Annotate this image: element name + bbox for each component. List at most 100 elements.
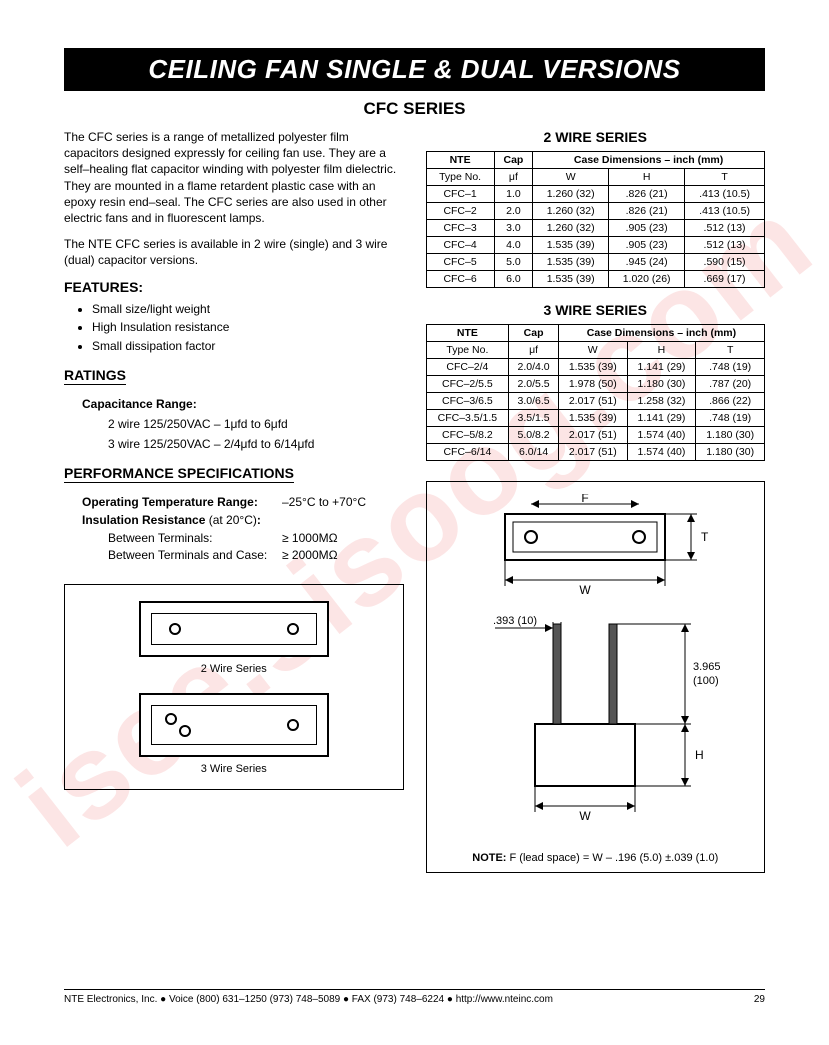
table-cell: CFC–4 xyxy=(426,237,494,254)
series-figure-box: 2 Wire Series 3 Wire Series xyxy=(64,584,404,790)
table-cell: 1.535 (39) xyxy=(558,359,627,376)
dimension-diagram-box: F T W xyxy=(426,481,766,873)
ratings-heading: RATINGS xyxy=(64,367,126,385)
table-2wire-title: 2 WIRE SERIES xyxy=(426,129,766,145)
th-h: H xyxy=(627,342,696,359)
th-cap: Cap xyxy=(509,325,559,342)
features-heading: FEATURES: xyxy=(64,279,404,295)
table-cell: 2.017 (51) xyxy=(558,427,627,444)
table-cell: 1.260 (32) xyxy=(533,203,609,220)
th-type-no: Type No. xyxy=(426,342,509,359)
table-cell: 2.017 (51) xyxy=(558,444,627,461)
table-cell: .669 (17) xyxy=(685,271,765,288)
th-w: W xyxy=(533,169,609,186)
cap-range-3wire: 3 wire 125/250VAC – 2/4μfd to 6/14μfd xyxy=(108,437,404,451)
table-2wire: NTE Cap Case Dimensions – inch (mm) Type… xyxy=(426,151,766,288)
table-cell: 1.535 (39) xyxy=(533,237,609,254)
insul-terminals-value: ≥ 1000MΩ xyxy=(282,531,338,545)
svg-text:H: H xyxy=(695,748,704,762)
table-cell: .748 (19) xyxy=(696,410,765,427)
table-row: CFC–3/6.53.0/6.52.017 (51)1.258 (32).866… xyxy=(426,393,765,410)
right-column: 2 WIRE SERIES NTE Cap Case Dimensions – … xyxy=(426,129,766,873)
table-row: CFC–22.01.260 (32).826 (21).413 (10.5) xyxy=(426,203,765,220)
cap-range-2wire: 2 wire 125/250VAC – 1μfd to 6μfd xyxy=(108,417,404,431)
th-h: H xyxy=(609,169,685,186)
page-subtitle: CFC SERIES xyxy=(64,99,765,119)
table-cell: 2.0/4.0 xyxy=(509,359,559,376)
table-cell: 1.180 (30) xyxy=(696,427,765,444)
table-cell: CFC–5 xyxy=(426,254,494,271)
table-3wire-title: 3 WIRE SERIES xyxy=(426,302,766,318)
table-row: CFC–44.01.535 (39).905 (23).512 (13) xyxy=(426,237,765,254)
table-cell: .826 (21) xyxy=(609,203,685,220)
th-nte: NTE xyxy=(426,152,494,169)
table-cell: CFC–2/4 xyxy=(426,359,509,376)
table-cell: 2.0 xyxy=(494,203,533,220)
table-row: CFC–6/146.0/142.017 (51)1.574 (40)1.180 … xyxy=(426,444,765,461)
intro-paragraph-1: The CFC series is a range of metallized … xyxy=(64,129,404,226)
table-row: CFC–2/42.0/4.01.535 (39)1.141 (29).748 (… xyxy=(426,359,765,376)
th-dimensions: Case Dimensions – inch (mm) xyxy=(558,325,764,342)
table-cell: 2.0/5.5 xyxy=(509,376,559,393)
fig-3wire-label: 3 Wire Series xyxy=(65,763,403,775)
th-uf: μf xyxy=(509,342,559,359)
table-cell: .413 (10.5) xyxy=(685,186,765,203)
table-cell: .905 (23) xyxy=(609,220,685,237)
capacitor-3wire-drawing xyxy=(139,693,329,757)
table-cell: .945 (24) xyxy=(609,254,685,271)
table-cell: CFC–3/6.5 xyxy=(426,393,509,410)
table-cell: 3.5/1.5 xyxy=(509,410,559,427)
left-column: The CFC series is a range of metallized … xyxy=(64,129,404,873)
table-cell: 1.0 xyxy=(494,186,533,203)
table-row: CFC–5/8.25.0/8.22.017 (51)1.574 (40)1.18… xyxy=(426,427,765,444)
table-cell: 1.260 (32) xyxy=(533,186,609,203)
table-cell: CFC–6/14 xyxy=(426,444,509,461)
table-cell: .866 (22) xyxy=(696,393,765,410)
th-w: W xyxy=(558,342,627,359)
table-cell: 1.260 (32) xyxy=(533,220,609,237)
table-cell: 1.258 (32) xyxy=(627,393,696,410)
feature-item: Small dissipation factor xyxy=(92,338,404,355)
table-cell: 3.0 xyxy=(494,220,533,237)
features-list: Small size/light weight High Insulation … xyxy=(92,301,404,355)
insul-case-label: Between Terminals and Case: xyxy=(108,548,282,562)
svg-text:W: W xyxy=(579,583,591,597)
page-number: 29 xyxy=(754,994,765,1005)
feature-item: High Insulation resistance xyxy=(92,319,404,336)
th-type-no: Type No. xyxy=(426,169,494,186)
table-row: CFC–66.01.535 (39)1.020 (26).669 (17) xyxy=(426,271,765,288)
table-cell: CFC–3.5/1.5 xyxy=(426,410,509,427)
table-cell: CFC–6 xyxy=(426,271,494,288)
table-cell: 1.535 (39) xyxy=(558,410,627,427)
table-row: CFC–33.01.260 (32).905 (23).512 (13) xyxy=(426,220,765,237)
table-cell: 1.180 (30) xyxy=(696,444,765,461)
fig-2wire-label: 2 Wire Series xyxy=(65,663,403,675)
svg-text:F: F xyxy=(581,494,588,505)
th-cap: Cap xyxy=(494,152,533,169)
table-cell: 1.574 (40) xyxy=(627,444,696,461)
table-cell: 4.0 xyxy=(494,237,533,254)
table-cell: CFC–3 xyxy=(426,220,494,237)
intro-paragraph-2: The NTE CFC series is available in 2 wir… xyxy=(64,236,404,268)
table-3wire: NTE Cap Case Dimensions – inch (mm) Type… xyxy=(426,324,766,461)
th-dimensions: Case Dimensions – inch (mm) xyxy=(533,152,765,169)
table-cell: 1.535 (39) xyxy=(533,271,609,288)
insul-heading-paren: (at 20°C) xyxy=(209,513,257,527)
table-cell: 1.574 (40) xyxy=(627,427,696,444)
th-uf: μf xyxy=(494,169,533,186)
table-row: CFC–2/5.52.0/5.51.978 (50)1.180 (30).787… xyxy=(426,376,765,393)
table-cell: 1.141 (29) xyxy=(627,359,696,376)
table-cell: .413 (10.5) xyxy=(685,203,765,220)
table-cell: 1.978 (50) xyxy=(558,376,627,393)
table-cell: .590 (15) xyxy=(685,254,765,271)
table-cell: CFC–1 xyxy=(426,186,494,203)
table-cell: 3.0/6.5 xyxy=(509,393,559,410)
th-t: T xyxy=(696,342,765,359)
table-cell: .905 (23) xyxy=(609,237,685,254)
svg-text:3.965: 3.965 xyxy=(693,661,721,673)
table-row: CFC–55.01.535 (39).945 (24).590 (15) xyxy=(426,254,765,271)
op-temp-label: Operating Temperature Range: xyxy=(82,495,282,509)
th-nte: NTE xyxy=(426,325,509,342)
insul-heading: Insulation Resistance xyxy=(82,513,205,527)
page-footer: NTE Electronics, Inc. ● Voice (800) 631–… xyxy=(64,989,765,1005)
